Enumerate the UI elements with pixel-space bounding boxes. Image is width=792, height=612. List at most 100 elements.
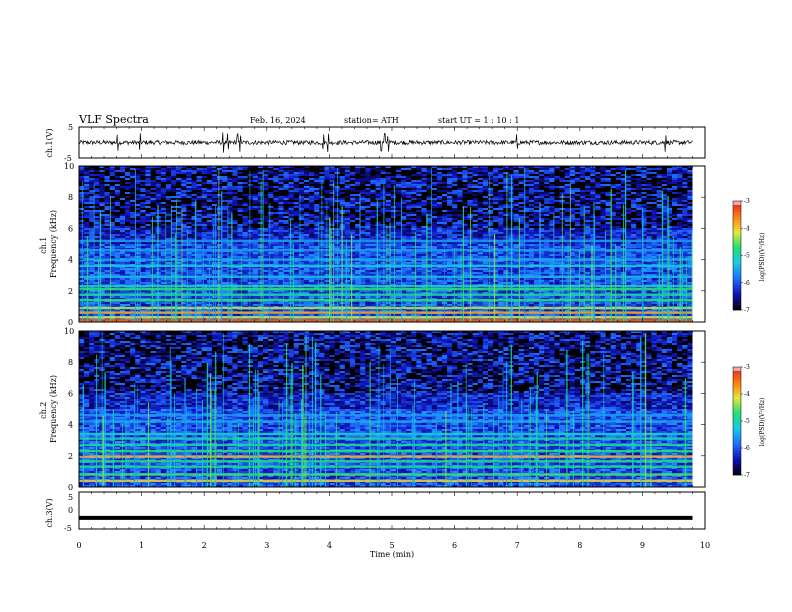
ch1-spec-cell [114,246,121,249]
ch1-spec-cell [242,198,248,201]
ch1-spec-cell [595,174,601,177]
ch1-spec-cell [303,196,310,199]
ch1-spec-cell [89,238,95,241]
ch1-spec-cell [467,202,473,205]
ch1-spec-cell [370,186,376,189]
ch1-spec-cell [605,170,611,173]
ch1-spec-cell [104,226,110,229]
ch1-spec-cell [114,210,121,213]
ch1-spec-cell [626,188,632,191]
ch1-spec-cell [498,192,504,195]
ch1-spec-cell [344,166,351,169]
ch1-spec-cell [298,212,305,215]
ch1-spec-cell [452,176,458,179]
ch1-spec-cell [462,214,468,217]
ch1-spec-cell [513,188,519,191]
ch1-spec-cell [140,210,146,213]
ch1-spec-cell [344,230,351,233]
ch1-spec-cell [370,206,376,209]
ch1-spec-cell [641,204,647,207]
ch1-spec-cell [595,212,601,215]
ch1-spec-cell [135,190,141,193]
ch1-spec-cell [687,226,693,229]
ch1-spec-cell [114,190,121,193]
ch1-spec-cell [171,210,177,213]
ch1-spec-cell [314,232,320,235]
ch1-spec-cell [549,220,555,223]
ch1-spec-cell [206,200,213,203]
ch1-spec-cell [523,206,530,209]
ch1-spec-cell [523,214,530,217]
ch1-spec-cell [590,188,596,191]
ch1-spec-cell [528,222,535,225]
ch1-spec-cell [646,238,652,241]
ch1-spec-cell [656,188,663,191]
ch1-spec-cell [396,186,402,189]
ch1-spec-cell [171,180,177,183]
ch1-spec-cell [217,210,223,213]
ch1-spec-cell [544,180,550,183]
ch1-spec-cell [452,246,458,249]
ch1-spec-cell [493,168,499,171]
ch1-spec-cell [477,190,484,193]
ch1-spec-cell [528,218,535,221]
ch1-spec-cell [283,190,289,193]
ch1-spec-cell [641,166,647,169]
ch1-spec-cell [585,226,591,229]
ch1-spec-cell [242,172,248,175]
ch1-spec-cell [365,196,371,199]
ch1-spec-cell [125,230,131,233]
ch1-spec-cell [109,174,116,177]
ch1-spec-cell [268,200,274,203]
ch1-spec-cell [140,224,146,227]
ch1-spec-cell [104,194,110,197]
ch1-spec-cell [549,216,555,219]
ch1-spec-cell [288,232,294,235]
ch1-spec-cell [303,244,310,247]
ch1-spec-cell [421,172,427,175]
ch1-spec-cell [273,206,279,209]
ch1-spec-cell [421,212,427,215]
ch1-spec-cell [350,186,356,189]
ch1-spec-cell [191,204,197,207]
ch1-spec-cell [370,180,376,183]
ch1-spec-cell [176,234,182,237]
ch1-spec-cell [462,228,468,231]
ch1-spec-cell [672,184,678,187]
ch1-spec-cell [293,226,300,229]
ch1-spec-cell [687,192,693,195]
ch1-spec-cell [329,178,335,181]
ch1-spec-cell [309,200,315,203]
ch1-spec-cell [79,174,85,177]
ch1-spec-cell [656,182,663,185]
ch1-spec-cell [278,202,284,205]
ch1-spec-cell [171,182,177,185]
ch1-spec-cell [421,216,427,219]
ch1-spec-cell [191,170,197,173]
ch1-spec-cell [677,214,683,217]
ch1-spec-cell [135,200,141,203]
ch1-spec-cell [380,226,386,229]
ch1-spec-cell [211,230,218,233]
ch1-spec-cell [252,234,259,237]
ch1-spec-cell [457,176,463,179]
ch1-spec-cell [145,246,151,249]
ch1-spec-cell [145,186,151,189]
ch1-spec-cell [620,168,627,171]
ch1-spec-cell [482,214,489,217]
ch1-spec-cell [385,204,392,207]
ch1-spec-cell [242,226,248,229]
ch1-spec-cell [564,214,571,217]
ch1-spec-cell [181,230,187,233]
ch1-spec-cell [84,206,90,209]
ch1-spec-cell [626,180,632,183]
ch1-spec-cell [585,190,591,193]
ch1-spec-cell [518,208,525,211]
ch1-spec-cell [130,222,136,225]
ch1-spec-cell [109,236,116,239]
ch1-spec-cell [350,236,356,239]
ch1-spec-cell [585,220,591,223]
ch1-spec-cell [620,178,627,181]
ch1-spec-cell [544,220,550,223]
ch1-spec-cell [539,176,545,179]
